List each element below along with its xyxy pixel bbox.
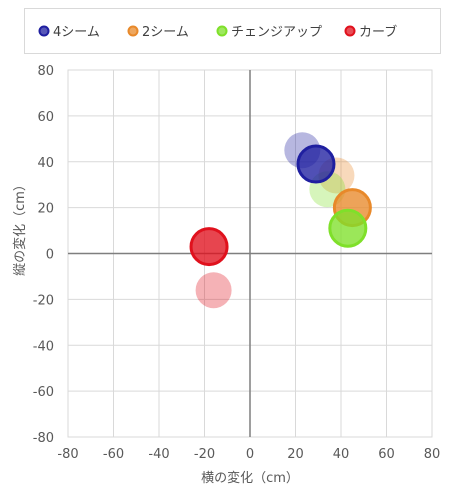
- legend-marker: [127, 25, 139, 37]
- x-tick-label: -60: [103, 447, 124, 462]
- data-point: [328, 208, 368, 248]
- legend-marker: [38, 25, 50, 37]
- legend-label: 4シーム: [53, 25, 100, 40]
- x-axis-title: 横の変化（cm）: [201, 470, 299, 486]
- y-tick-label: 60: [37, 110, 54, 125]
- x-tick-label: 20: [287, 447, 304, 462]
- x-tick-label: -40: [148, 447, 169, 462]
- y-tick-label: 20: [37, 202, 54, 217]
- legend-label: 2シーム: [142, 25, 189, 40]
- x-tick-label: 60: [378, 447, 395, 462]
- data-point: [195, 272, 232, 309]
- y-tick-label: -20: [33, 293, 54, 308]
- legend-box: [24, 8, 441, 54]
- legend-label: チェンジアップ: [231, 25, 322, 40]
- legend-marker: [216, 25, 228, 37]
- y-tick-label: 40: [37, 156, 54, 171]
- x-tick-label: -20: [194, 447, 215, 462]
- data-point: [189, 227, 229, 267]
- tick-labels: -80 -60 -40 -20 0 20 40 60 80 -80 -60 -40 -20 0 20 40 60…: [33, 64, 441, 462]
- legend: 4シーム 2シーム チェンジアップ カーブ: [38, 24, 397, 40]
- x-tick-label: 0: [246, 447, 254, 462]
- data-points: [189, 132, 372, 309]
- y-tick-label: 0: [46, 248, 54, 263]
- y-tick-label: -80: [33, 431, 54, 446]
- y-tick-label: -60: [33, 385, 54, 400]
- legend-marker: [344, 25, 356, 37]
- y-tick-label: -40: [33, 339, 54, 354]
- x-tick-label: 40: [333, 447, 350, 462]
- data-point: [296, 144, 336, 184]
- axes: [68, 70, 432, 437]
- legend-label: カーブ: [359, 24, 397, 40]
- y-axis-title: 縦の変化（cm）: [12, 178, 28, 276]
- x-tick-label: -80: [57, 447, 78, 462]
- x-tick-label: 80: [424, 447, 441, 462]
- y-tick-label: 80: [37, 64, 54, 79]
